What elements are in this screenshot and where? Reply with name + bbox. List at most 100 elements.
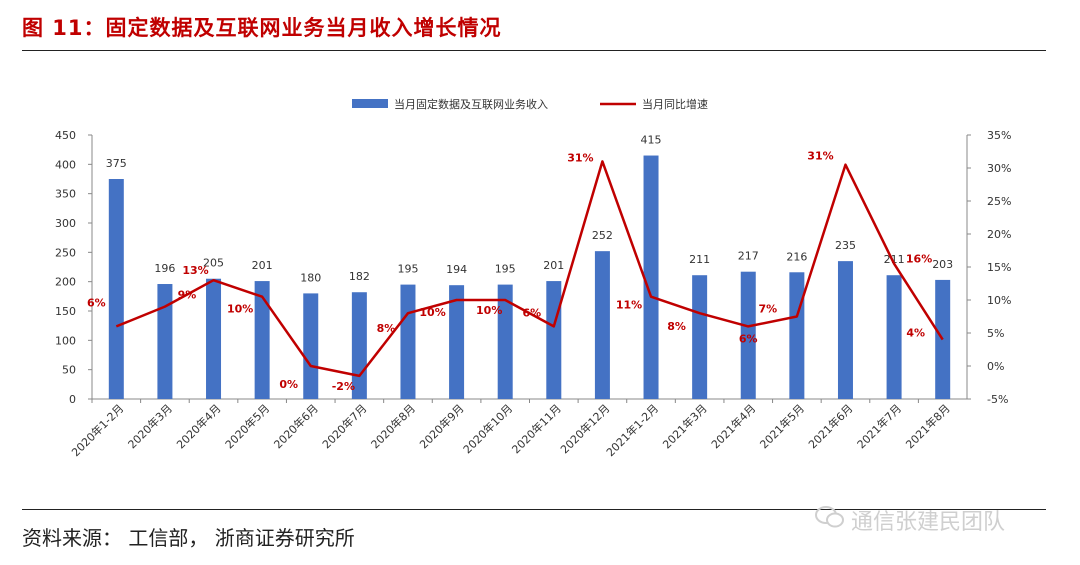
bar — [886, 275, 902, 399]
x-tick-label: 2021年3月 — [660, 401, 710, 451]
x-tick-label: 2020年6月 — [271, 401, 321, 451]
bar-data-label: 252 — [592, 229, 613, 242]
bar — [740, 271, 756, 399]
x-tick-label: 2020年11月 — [509, 401, 564, 456]
legend-bar-swatch — [352, 99, 388, 108]
bar — [497, 284, 513, 399]
source-divider — [22, 509, 1046, 510]
line-data-label: -2% — [332, 380, 355, 393]
bar — [837, 261, 853, 399]
line-data-label: 10% — [476, 304, 502, 317]
line-data-label: 16% — [906, 253, 932, 266]
x-tick-label: 2020年12月 — [557, 401, 612, 456]
x-tick-label: 2021年6月 — [805, 401, 855, 451]
legend-line-label: 当月同比增速 — [642, 97, 708, 111]
source-note: 资料来源： 工信部， 浙商证券研究所 — [22, 526, 355, 550]
legend-bar-label: 当月固定数据及互联网业务收入 — [394, 97, 548, 111]
bar-data-label: 201 — [252, 259, 273, 272]
x-tick-label: 2020年3月 — [125, 401, 175, 451]
bar — [594, 251, 610, 399]
left-tick-label: 150 — [55, 305, 76, 318]
line-data-label: 7% — [759, 303, 778, 316]
x-tick-label: 2021年7月 — [854, 401, 904, 451]
line-data-label: 8% — [377, 322, 396, 335]
x-tick-label: 2021年5月 — [757, 401, 807, 451]
bar-data-label: 216 — [786, 250, 807, 263]
line-data-label: 0% — [279, 378, 298, 391]
left-tick-label: 0 — [69, 393, 76, 406]
bar — [303, 293, 319, 399]
bar-data-label: 180 — [300, 271, 321, 284]
left-tick-label: 100 — [55, 334, 76, 347]
bar — [449, 285, 465, 399]
x-tick-label: 2021年8月 — [903, 401, 953, 451]
left-tick-label: 300 — [55, 217, 76, 230]
figure-title: 图 11：固定数据及互联网业务当月收入增长情况 — [22, 16, 502, 40]
right-tick-label: 30% — [987, 162, 1011, 175]
bar — [157, 284, 173, 399]
bar-data-label: 235 — [835, 239, 856, 252]
bar-data-label: 195 — [397, 263, 418, 276]
line-data-label: 6% — [522, 306, 541, 319]
bar-data-label: 205 — [203, 257, 224, 270]
bar — [789, 272, 805, 399]
bar-data-label: 415 — [641, 134, 662, 147]
bar-data-label: 194 — [446, 263, 467, 276]
right-tick-label: 35% — [987, 129, 1011, 142]
left-tick-label: 250 — [55, 246, 76, 259]
wechat-icon — [815, 505, 845, 535]
bar — [108, 179, 124, 399]
bar-data-label: 203 — [932, 258, 953, 271]
left-tick-label: 200 — [55, 276, 76, 289]
right-tick-label: 0% — [987, 360, 1004, 373]
x-tick-label: 2021年1-2月 — [603, 401, 661, 459]
left-tick-label: 450 — [55, 129, 76, 142]
bar — [692, 275, 708, 399]
bar-data-label: 375 — [106, 157, 127, 170]
x-tick-label: 2020年10月 — [460, 401, 515, 456]
x-tick-label: 2020年4月 — [173, 401, 223, 451]
bar — [400, 284, 416, 399]
line-data-label: 11% — [616, 299, 642, 312]
line-data-label: 9% — [178, 289, 197, 302]
right-tick-label: 15% — [987, 261, 1011, 274]
bar — [546, 281, 562, 399]
left-tick-label: 50 — [62, 364, 76, 377]
x-tick-label: 2020年7月 — [319, 401, 369, 451]
left-tick-label: 350 — [55, 188, 76, 201]
line-data-label: 31% — [807, 150, 833, 163]
right-tick-label: 25% — [987, 195, 1011, 208]
right-tick-label: 20% — [987, 228, 1011, 241]
line-data-label: 31% — [567, 151, 593, 164]
line-data-label: 10% — [419, 306, 445, 319]
x-tick-label: 2020年5月 — [222, 401, 272, 451]
bar — [643, 155, 659, 399]
bar-data-label: 217 — [738, 250, 759, 263]
x-tick-label: 2021年4月 — [708, 401, 758, 451]
line-data-label: 6% — [87, 296, 106, 309]
right-tick-label: -5% — [987, 393, 1008, 406]
line-data-label: 10% — [227, 303, 253, 316]
line-data-label: 6% — [739, 332, 758, 345]
watermark-text: 通信张建民团队 — [851, 510, 1006, 535]
bar-data-label: 211 — [689, 253, 710, 266]
bar — [206, 278, 222, 399]
bar-data-label: 211 — [884, 253, 905, 266]
bar-data-label: 196 — [154, 262, 175, 275]
right-tick-label: 5% — [987, 327, 1004, 340]
bar-data-label: 195 — [495, 263, 516, 276]
bar-data-label: 201 — [543, 259, 564, 272]
growth-line — [115, 160, 944, 378]
line-data-label: 4% — [906, 327, 925, 340]
x-tick-label: 2020年8月 — [368, 401, 418, 451]
bar — [254, 281, 270, 399]
left-tick-label: 400 — [55, 158, 76, 171]
line-data-label: 8% — [667, 320, 686, 333]
bar-data-label: 182 — [349, 270, 370, 283]
x-tick-label: 2020年1-2月 — [68, 401, 126, 459]
line-data-label: 13% — [182, 264, 208, 277]
watermark: 通信张建民团队 — [815, 504, 1005, 536]
title-divider — [22, 50, 1046, 51]
x-tick-label: 2020年9月 — [417, 401, 467, 451]
